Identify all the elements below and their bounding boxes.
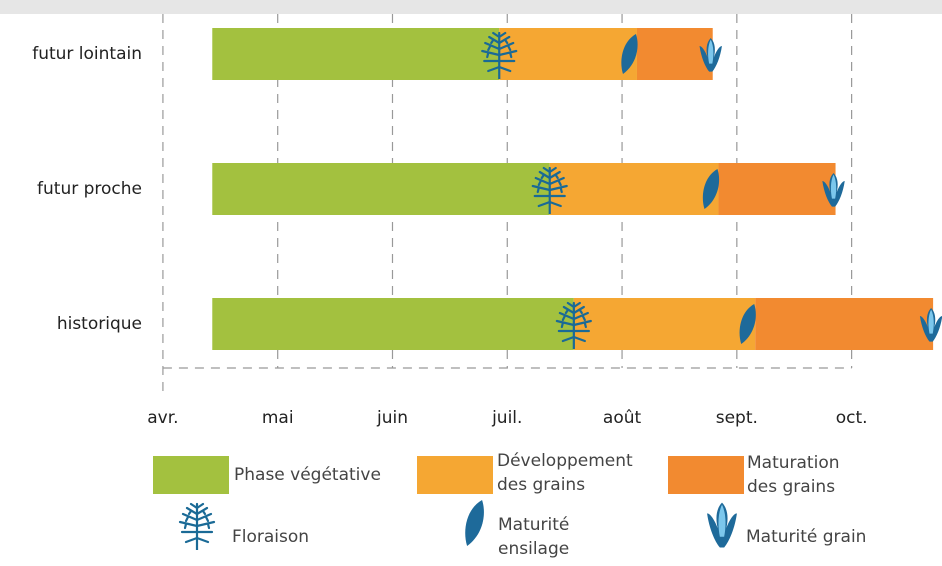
legend-icon-shape — [707, 502, 737, 548]
legend-swatch — [668, 456, 744, 494]
bar-segment — [718, 163, 836, 215]
legend-label: Floraison — [232, 527, 310, 547]
x-tick-label: août — [603, 408, 642, 428]
x-tick-label: juin — [376, 408, 408, 428]
bar-segment — [212, 163, 550, 215]
legend-icon-shape — [178, 502, 216, 550]
legend-label: Développement des grains — [497, 451, 633, 495]
header-band — [0, 0, 942, 14]
bar-segment — [549, 163, 719, 215]
bar-segment — [212, 298, 574, 350]
x-tick-label: sept. — [716, 408, 758, 428]
legend-icon-shape — [465, 500, 484, 546]
legend-label: Maturation des grains — [747, 453, 840, 497]
legend-swatch — [153, 456, 229, 494]
x-tick-label: mai — [262, 408, 294, 428]
bar-segment — [499, 28, 637, 80]
bar-segment — [573, 298, 756, 350]
x-tick-label: avr. — [147, 408, 178, 428]
chart: avr. mai juin juil. août sept. oct. futur loint… — [0, 0, 942, 428]
legend-label: Phase végétative — [234, 465, 381, 485]
legend-icon — [707, 502, 737, 548]
category-label: historique — [57, 314, 142, 334]
legend-label: Maturité ensilage — [498, 515, 570, 559]
legend-label: Maturité grain — [746, 527, 867, 547]
bar-segment — [755, 298, 934, 350]
bar-segment — [636, 28, 713, 80]
x-tick-label: oct. — [836, 408, 868, 428]
category-label: futur lointain — [32, 44, 142, 64]
legend-swatch — [417, 456, 493, 494]
category-label: futur proche — [37, 179, 142, 199]
bar-segment — [212, 28, 500, 80]
legend-icon — [178, 502, 216, 550]
x-tick-label: juil. — [491, 408, 522, 428]
legend-icon — [465, 500, 484, 546]
